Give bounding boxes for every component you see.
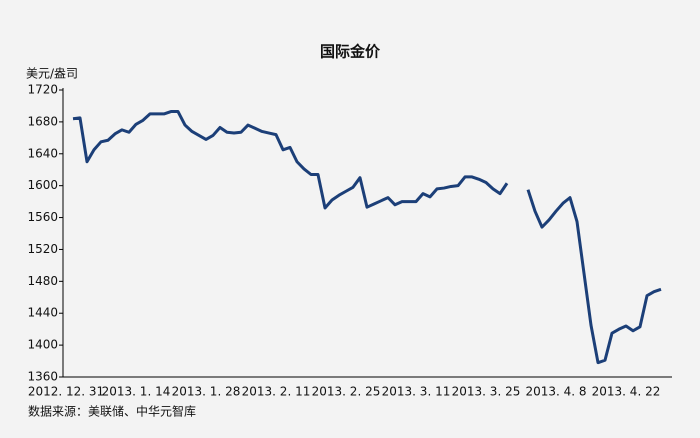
x-tick-label: 2013. 4. 8 xyxy=(525,385,586,399)
x-tick-label: 2013. 1. 14 xyxy=(102,385,171,399)
x-tick-label: 2013. 2. 25 xyxy=(312,385,381,399)
x-tick-label: 2012. 12. 31 xyxy=(28,385,104,399)
source-note: 数据来源：美联储、中华元智库 xyxy=(28,404,196,419)
y-tick-label: 1720 xyxy=(27,83,58,97)
y-tick-label: 1520 xyxy=(27,242,58,256)
x-tick-label: 2013. 2. 11 xyxy=(242,385,311,399)
y-tick-label: 1360 xyxy=(27,370,58,384)
y-tick-label: 1480 xyxy=(27,274,58,288)
x-tick-label: 2013. 1. 28 xyxy=(172,385,241,399)
y-tick-label: 1440 xyxy=(27,306,58,320)
x-tick-label: 2013. 3. 25 xyxy=(452,385,521,399)
y-tick-label: 1600 xyxy=(27,178,58,192)
y-tick-label: 1680 xyxy=(27,114,58,128)
price-line xyxy=(72,110,662,365)
y-tick-label: 1400 xyxy=(27,338,58,352)
y-axis-label: 美元/盎司 xyxy=(26,67,78,81)
x-tick-label: 2013. 4. 22 xyxy=(592,385,661,399)
y-tick-label: 1560 xyxy=(27,210,58,224)
x-tick-label: 2013. 3. 11 xyxy=(382,385,451,399)
chart-title: 国际金价 xyxy=(320,43,381,61)
y-tick-label: 1640 xyxy=(27,146,58,160)
